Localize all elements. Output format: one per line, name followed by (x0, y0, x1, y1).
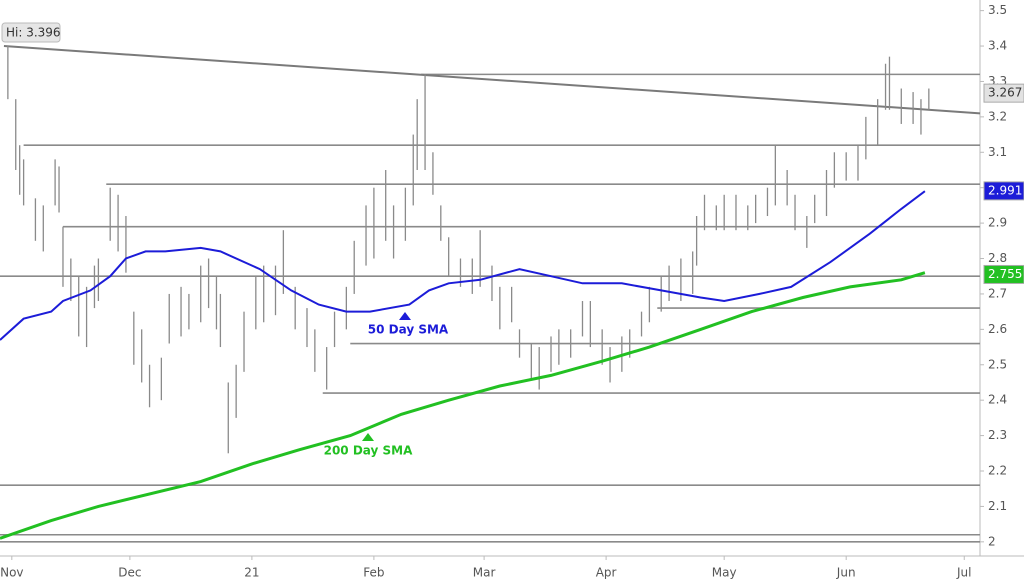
hi-label: Hi: 3.396 (6, 26, 61, 40)
sma200-annotation: 200 Day SMA (324, 444, 414, 458)
price-label: 3.267 (988, 86, 1022, 100)
x-tick-label: Dec (118, 566, 141, 580)
hi-box (1, 22, 61, 43)
x-tick-label: Apr (596, 566, 617, 580)
y-tick-label: 3.5 (988, 3, 1007, 17)
y-tick-label: 2.7 (988, 286, 1007, 300)
y-tick-label: 2.5 (988, 357, 1007, 371)
sma50-annotation: 50 Day SMA (368, 323, 449, 337)
y-tick-label: 3.4 (988, 39, 1007, 53)
y-tick-label: 3.1 (988, 145, 1007, 159)
x-tick-label: Jul (956, 566, 971, 580)
sma50-marker (399, 312, 411, 320)
y-tick-label: 2.1 (988, 499, 1007, 513)
sma200-marker (362, 433, 374, 441)
x-tick-label: Mar (473, 566, 496, 580)
price-label-box (983, 83, 1024, 103)
y-tick-label: 3.2 (988, 109, 1007, 123)
x-tick-label: Nov (0, 566, 23, 580)
x-tick-label: Jun (836, 566, 856, 580)
x-tick-label: 21 (244, 566, 259, 580)
y-tick-label: 2.3 (988, 428, 1007, 442)
y-tick-label: 2.6 (988, 322, 1007, 336)
y-tick-label: 2.8 (988, 251, 1007, 265)
sma-line (0, 271, 926, 540)
y-tick-label: 2.9 (988, 216, 1007, 230)
y-tick-label: 2.4 (988, 393, 1007, 407)
trend-line (3, 45, 981, 115)
sma-line (0, 190, 926, 341)
y-tick-label: 2.2 (988, 464, 1007, 478)
price-label: 2.991 (988, 183, 1022, 197)
x-tick-label: Feb (363, 566, 384, 580)
price-label-box (983, 181, 1024, 201)
y-tick-label: 2 (988, 534, 996, 548)
x-tick-label: May (712, 566, 737, 580)
price-label-box (983, 264, 1024, 284)
price-label: 2.755 (988, 267, 1022, 281)
